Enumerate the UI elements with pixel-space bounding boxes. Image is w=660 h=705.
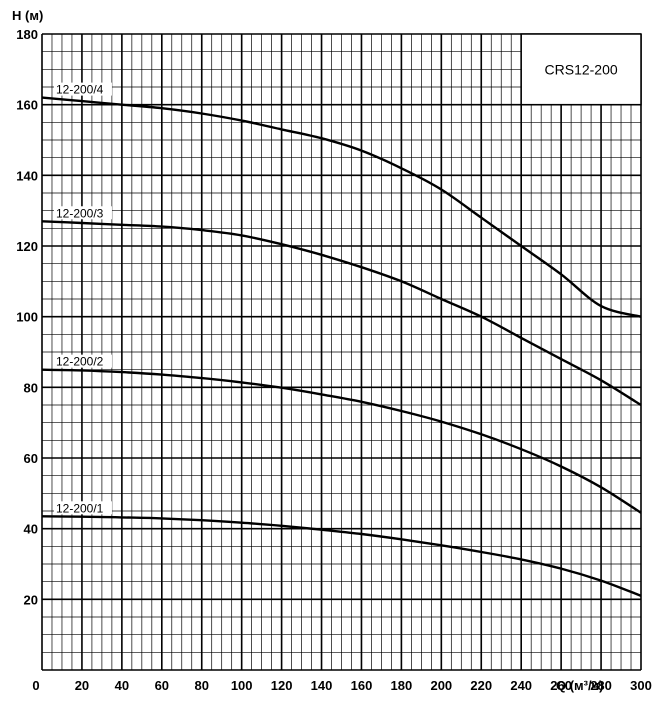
curve-labels: 12-200/4 12-200/3 12-200/2 12-200/1 [53,82,112,515]
x-tick-label: 200 [430,678,452,693]
curve-label: 12-200/2 [56,355,104,369]
x-tick-label: 180 [391,678,413,693]
y-tick-label: 160 [16,98,38,113]
x-tick-label: 100 [231,678,253,693]
curve-line [41,368,642,514]
x-tick-label: 120 [271,678,293,693]
x-tick-label: 280 [590,678,612,693]
major-grid [41,33,642,671]
y-tick-label: 100 [16,310,38,325]
y-axis-tick-labels: 20 40 60 80 100 120 140 160 180 [16,27,38,607]
curve-label-bg [53,82,112,96]
y-axis-label: H (м) [12,8,43,23]
x-axis-tick-labels: 0 20 40 60 80 100 120 140 160 180 200 220 240 260 280 3… [32,678,651,693]
y-tick-label: 60 [24,451,38,466]
model-box-frame [520,33,642,106]
x-tick-label: 60 [155,678,169,693]
x-tick-label: 80 [194,678,208,693]
curve-label-bg [53,206,112,220]
curve-label-bg [53,501,112,515]
curves [41,96,642,597]
y-tick-label: 80 [24,380,38,395]
model-label: CRS12-200 [545,61,618,77]
x-tick-label: 240 [510,678,532,693]
x-tick-label: 20 [75,678,89,693]
curve-label: 12-200/1 [56,501,104,515]
y-tick-label: 120 [16,239,38,254]
x-tick-label: 220 [470,678,492,693]
x-tick-label: 40 [115,678,129,693]
curve-label: 12-200/4 [56,83,104,97]
y-tick-label: 20 [24,592,38,607]
y-tick-label: 140 [16,168,38,183]
minor-grid [41,33,642,671]
x-tick-label: 160 [351,678,373,693]
model-box: CRS12-200 [520,33,642,106]
x-tick-label: 300 [630,678,652,693]
curve-label-bg [53,354,112,368]
curve-label: 12-200/3 [56,206,104,220]
x-tick-label: 0 [32,678,39,693]
curve-line [41,515,642,597]
curve-line [41,96,642,318]
curve-line [41,220,642,407]
x-tick-label: 140 [311,678,333,693]
y-tick-label: 180 [16,27,38,42]
x-axis-label: Q (м³/ч) [556,678,604,693]
x-tick-label: 260 [550,678,572,693]
y-tick-label: 40 [24,522,38,537]
